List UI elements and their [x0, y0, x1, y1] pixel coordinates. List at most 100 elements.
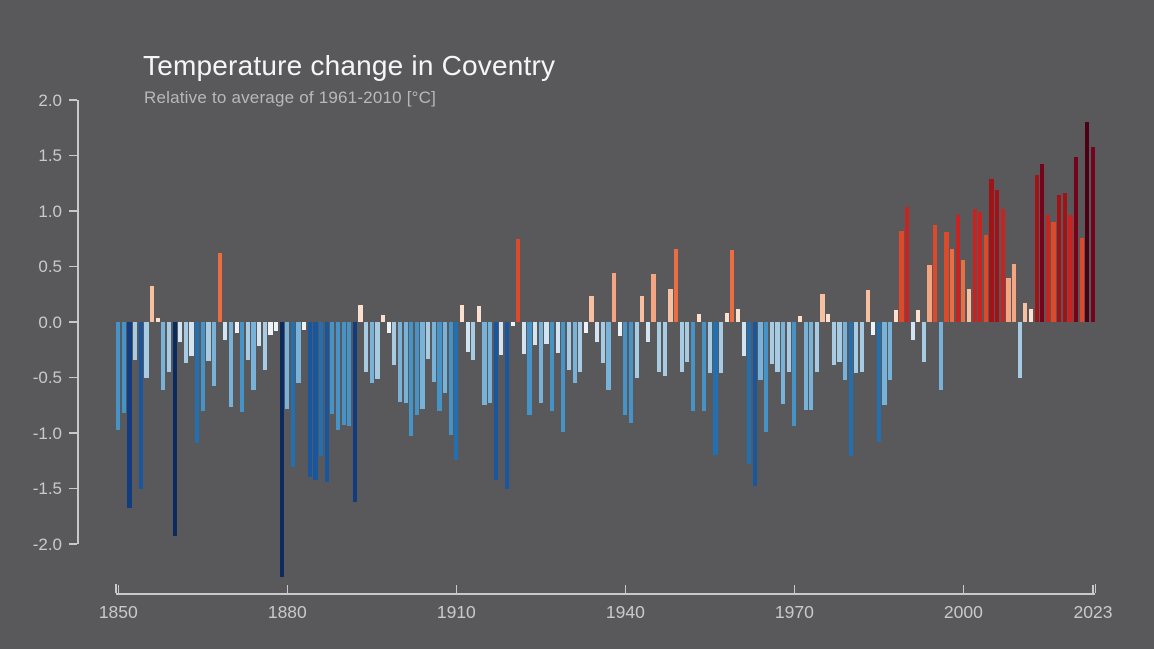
- bar-1980: [848, 322, 853, 457]
- bar-1894: [364, 322, 369, 372]
- bar-1931: [572, 322, 577, 384]
- bar-1985: [876, 322, 881, 442]
- bar-2001: [966, 288, 972, 322]
- y-axis-tick: [69, 376, 77, 379]
- bar-2020: [1073, 156, 1079, 322]
- bar-1926: [544, 322, 549, 345]
- y-axis-tick: [69, 265, 77, 268]
- bar-1905: [426, 322, 431, 359]
- bar-1856: [150, 286, 155, 322]
- bar-1987: [888, 322, 893, 380]
- bar-1903: [414, 322, 419, 416]
- bar-1863: [189, 322, 194, 357]
- x-axis-label: 1970: [774, 602, 814, 622]
- x-axis-endcap: [1094, 584, 1097, 593]
- chart-title: Temperature change in Coventry: [143, 50, 556, 81]
- bar-1992: [916, 309, 921, 322]
- bar-1884: [307, 322, 312, 478]
- bar-1938: [611, 273, 617, 322]
- bar-1887: [324, 322, 329, 482]
- bar-1967: [775, 322, 780, 372]
- x-axis-label: 1940: [605, 602, 645, 622]
- bar-1934: [589, 296, 594, 322]
- bar-2014: [1040, 164, 1045, 322]
- bar-1914: [476, 306, 481, 322]
- bar-1978: [837, 322, 842, 362]
- bar-1991: [910, 322, 915, 340]
- bar-1990: [904, 206, 910, 322]
- bar-1942: [634, 322, 639, 378]
- chart-subtitle: Relative to average of 1961-2010 [°C]: [144, 88, 437, 107]
- bar-1869: [223, 322, 228, 340]
- bar-1968: [781, 322, 786, 405]
- bar-1998: [950, 248, 955, 322]
- bar-1993: [921, 322, 927, 362]
- x-axis-tick: [962, 585, 965, 593]
- x-axis-line: [115, 593, 1096, 595]
- bar-1969: [786, 322, 791, 372]
- bar-1852: [127, 322, 132, 509]
- y-axis-label: -1.5: [32, 479, 62, 498]
- bar-1857: [155, 317, 160, 322]
- bar-1928: [555, 322, 560, 354]
- bar-1865: [200, 322, 205, 411]
- bar-1979: [842, 322, 848, 380]
- bar-1935: [595, 322, 600, 342]
- bar-1912: [465, 322, 470, 352]
- x-axis-label: 1880: [267, 602, 307, 622]
- bar-1882: [296, 322, 301, 384]
- bar-1870: [228, 322, 234, 408]
- bar-1932: [578, 322, 583, 372]
- bar-2007: [1000, 208, 1005, 322]
- bar-1866: [206, 322, 211, 361]
- bar-2006: [995, 189, 1000, 322]
- bar-1902: [409, 322, 414, 437]
- x-axis-tick: [624, 585, 627, 593]
- bar-1885: [313, 322, 318, 480]
- bar-1965: [764, 322, 769, 432]
- bar-1878: [273, 322, 279, 331]
- bar-1892: [352, 322, 357, 502]
- bar-1854: [138, 322, 143, 489]
- bar-1983: [865, 289, 870, 322]
- bar-1862: [183, 322, 188, 364]
- bar-1898: [386, 322, 391, 334]
- bar-1876: [262, 322, 267, 370]
- bar-1941: [628, 322, 634, 423]
- y-axis-tick: [69, 543, 77, 545]
- bar-1922: [521, 322, 527, 355]
- bar-2009: [1012, 264, 1017, 322]
- bar-1937: [606, 322, 611, 390]
- bar-1929: [561, 322, 566, 432]
- bar-1899: [392, 322, 397, 366]
- bar-1952: [690, 322, 696, 411]
- bar-1911: [459, 305, 465, 322]
- y-axis-label: 0.5: [38, 257, 62, 276]
- bar-1909: [448, 322, 453, 436]
- bar-1962: [747, 322, 752, 465]
- y-axis-label: 1.5: [38, 146, 62, 165]
- y-axis-label: 2.0: [38, 90, 62, 110]
- bar-1986: [882, 322, 887, 406]
- bar-1960: [735, 308, 741, 322]
- bar-2011: [1023, 303, 1028, 322]
- y-axis-tick: [69, 99, 77, 101]
- bar-1984: [871, 322, 876, 336]
- bar-1895: [369, 322, 374, 384]
- x-axis-tick: [286, 585, 289, 593]
- bar-1864: [195, 322, 200, 443]
- bar-1859: [166, 322, 172, 372]
- bar-1893: [358, 305, 363, 322]
- bar-1908: [442, 322, 448, 394]
- x-axis-label: 2023: [1073, 602, 1113, 622]
- bar-1964: [758, 322, 763, 380]
- bar-1883: [302, 322, 307, 330]
- bar-1881: [290, 322, 296, 468]
- bar-1910: [454, 322, 459, 460]
- bar-1923: [527, 322, 532, 416]
- y-axis-label: -2.0: [32, 534, 62, 554]
- bar-2008: [1006, 277, 1011, 322]
- bar-1963: [752, 322, 758, 487]
- bar-1924: [533, 322, 538, 346]
- bar-1860: [172, 322, 177, 537]
